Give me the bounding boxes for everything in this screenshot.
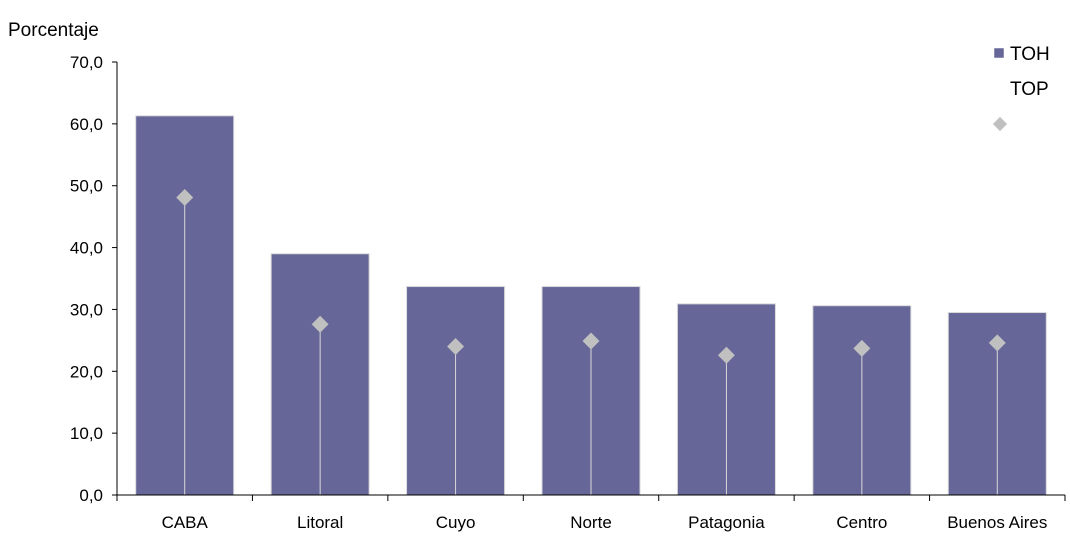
marker-top <box>988 334 1006 352</box>
marker-top <box>853 339 871 357</box>
x-tick-label: Cuyo <box>436 513 476 532</box>
marker-top <box>311 315 329 333</box>
y-tick-label: 40,0 <box>70 239 103 258</box>
x-tick-label: Litoral <box>297 513 343 532</box>
y-tick-label: 20,0 <box>70 362 103 381</box>
marker-top <box>176 188 194 206</box>
legend-label-toh: TOH <box>1010 44 1050 65</box>
y-ticks: 0,0 10,0 20,0 30,0 40,0 50,0 60,0 70,0 <box>70 53 117 505</box>
x-tick-label: Norte <box>570 513 612 532</box>
marker-top <box>447 338 465 356</box>
x-tick-label: Patagonia <box>688 513 765 532</box>
x-tick-label: CABA <box>162 513 209 532</box>
y-tick-label: 30,0 <box>70 300 103 319</box>
legend-marker-top <box>992 116 1008 132</box>
x-tick-label: Centro <box>836 513 887 532</box>
legend-label-top: TOP <box>1010 79 1049 100</box>
marker-top <box>582 332 600 350</box>
x-tick-labels: CABA Litoral Cuyo Norte Patagonia Centro Bueno… <box>162 513 1048 532</box>
legend-swatch-toh <box>993 47 1005 59</box>
axes <box>116 62 1066 501</box>
y-tick-label: 0,0 <box>79 486 103 505</box>
y-tick-label: 60,0 <box>70 115 103 134</box>
y-tick-label: 10,0 <box>70 424 103 443</box>
marker-top <box>717 346 735 364</box>
y-tick-label: 50,0 <box>70 177 103 196</box>
y-tick-label: 70,0 <box>70 53 103 72</box>
markers <box>176 188 1006 495</box>
x-tick-label: Buenos Aires <box>947 513 1047 532</box>
y-axis-title: Porcentaje <box>8 20 99 41</box>
legend: TOH TOP <box>992 44 1050 132</box>
